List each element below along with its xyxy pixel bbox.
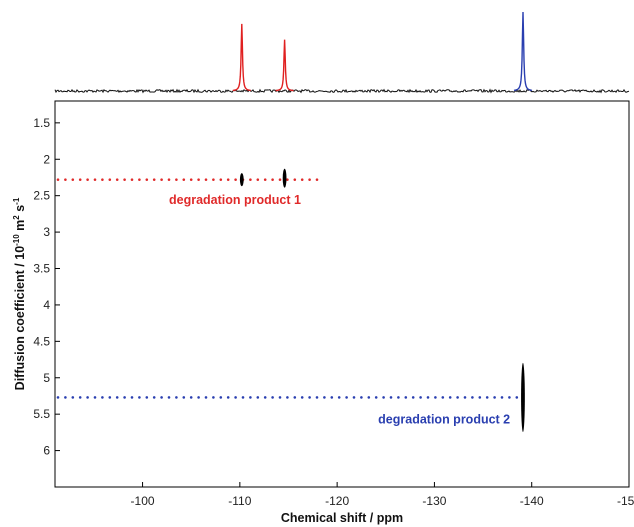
series-layer: degradation product 1 degradation product… [56,168,525,433]
y-tick-label: 1.5 [33,116,50,130]
dosy-cross-peak [521,362,525,433]
x-tick-label: -100 [131,494,155,508]
x-tick-label: -140 [520,494,544,508]
x-tick-label: -130 [422,494,446,508]
spectrum-peak [513,11,533,92]
y-tick-label: 5.5 [33,407,50,421]
x-tick-label: -120 [325,494,349,508]
x-tick-label: -150 [617,494,634,508]
y-tick-label: 6 [43,444,50,458]
series-label: degradation product 2 [378,412,510,426]
plot-frame [54,100,630,488]
y-tick-label: 3.5 [33,262,50,276]
spectrum-baseline [54,88,630,94]
y-tick-label: 5 [43,371,50,385]
x-axis-title: Chemical shift / ppm [281,511,403,525]
y-tick-label: 4 [43,298,50,312]
spectrum-peak [232,23,251,92]
y-tick-label: 2 [43,152,50,166]
y-tick-label: 2.5 [33,189,50,203]
y-tick-label: 3 [43,225,50,239]
dosy-cross-peak [282,168,287,188]
series-label: degradation product 1 [169,193,301,207]
y-tick-label: 4.5 [33,334,50,348]
x-tick-label: -110 [228,494,251,508]
spectrum-peak [275,39,294,92]
dosy-cross-peak [239,173,244,187]
top-1d-spectrum [54,11,630,94]
x-axis-ticks: -100 -110 -120 -130 -140 -150 [131,482,634,508]
y-axis-ticks: 1.5 2 2.5 3 3.5 4 4.5 5 5.5 6 [33,116,60,458]
y-axis-title: Diffusion coefficient / 10-10 m2 s-1 [12,197,27,390]
